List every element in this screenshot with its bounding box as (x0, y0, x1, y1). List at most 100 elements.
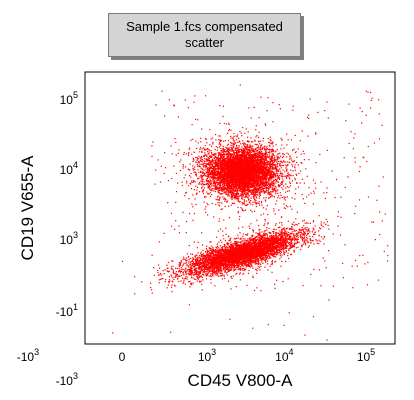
data-point (282, 169, 284, 171)
data-point (273, 173, 275, 175)
data-point (245, 128, 247, 130)
data-point (208, 169, 210, 171)
data-point (175, 154, 177, 156)
data-point (236, 158, 239, 160)
data-point (217, 175, 219, 177)
data-point (247, 185, 250, 187)
data-point (213, 157, 215, 159)
data-point (214, 185, 216, 187)
data-point (217, 155, 219, 157)
data-point (253, 148, 255, 150)
data-point (240, 158, 242, 160)
data-point (215, 182, 217, 184)
data-point (254, 143, 256, 145)
data-point (281, 176, 283, 178)
data-point (207, 176, 209, 178)
data-point (256, 152, 258, 154)
data-point (270, 157, 272, 159)
data-point (236, 191, 238, 193)
data-point (222, 156, 225, 158)
data-point (259, 175, 261, 178)
data-point (217, 164, 219, 166)
data-point (220, 160, 222, 162)
data-point (254, 198, 256, 200)
data-point (256, 178, 258, 180)
data-point (280, 137, 282, 139)
data-point (283, 198, 285, 200)
data-point (271, 188, 273, 190)
data-point (165, 167, 167, 169)
data-point (260, 162, 262, 164)
data-point (255, 164, 257, 166)
data-point (266, 147, 268, 149)
data-point (274, 161, 276, 163)
data-point (224, 168, 226, 170)
data-point (262, 147, 264, 149)
data-point (251, 145, 253, 147)
data-point (222, 145, 224, 147)
data-point (255, 199, 257, 202)
data-point (228, 168, 230, 170)
data-point (219, 182, 221, 185)
data-point (229, 180, 231, 182)
data-point (241, 198, 243, 200)
data-point (279, 197, 281, 199)
data-point (248, 188, 250, 190)
data-point (252, 189, 255, 191)
data-point (264, 178, 266, 180)
data-point (262, 168, 264, 170)
data-point (258, 150, 260, 152)
data-point (157, 159, 159, 161)
data-point (281, 196, 283, 199)
data-point (233, 166, 235, 168)
data-point (240, 177, 243, 179)
data-point (200, 160, 202, 162)
data-point (230, 169, 232, 171)
data-point (271, 191, 273, 193)
data-point (212, 166, 215, 168)
data-point (251, 164, 253, 166)
data-point (209, 195, 211, 198)
data-point (232, 160, 234, 163)
data-point (238, 155, 240, 157)
data-point (230, 154, 232, 156)
data-point (227, 159, 229, 161)
data-point (239, 158, 241, 160)
data-point (288, 177, 290, 179)
data-point (255, 168, 257, 171)
data-point (249, 201, 251, 203)
data-point (219, 197, 221, 199)
data-point (272, 190, 274, 192)
data-point (265, 171, 267, 173)
data-point (250, 172, 252, 174)
data-point (247, 182, 249, 184)
data-point (203, 162, 205, 164)
data-point (198, 177, 200, 179)
data-point (226, 179, 228, 181)
data-point (224, 186, 226, 188)
data-point (246, 197, 248, 199)
data-point (261, 186, 263, 188)
data-point (191, 180, 193, 182)
data-point (285, 205, 287, 207)
data-point (271, 181, 273, 183)
data-point (276, 190, 278, 192)
data-point (203, 190, 205, 192)
data-point (203, 148, 205, 150)
data-point (264, 218, 266, 220)
data-point (217, 165, 219, 167)
data-point (215, 198, 217, 201)
data-point (256, 172, 258, 174)
data-point (232, 178, 234, 180)
data-point (205, 196, 207, 198)
data-point (206, 166, 208, 168)
data-point (315, 187, 317, 189)
data-point (217, 202, 219, 204)
data-point (217, 199, 219, 201)
data-point (235, 151, 238, 153)
data-point (243, 148, 245, 151)
data-point (264, 166, 266, 168)
data-point (227, 189, 229, 191)
data-point (221, 154, 223, 156)
data-point (289, 162, 291, 164)
